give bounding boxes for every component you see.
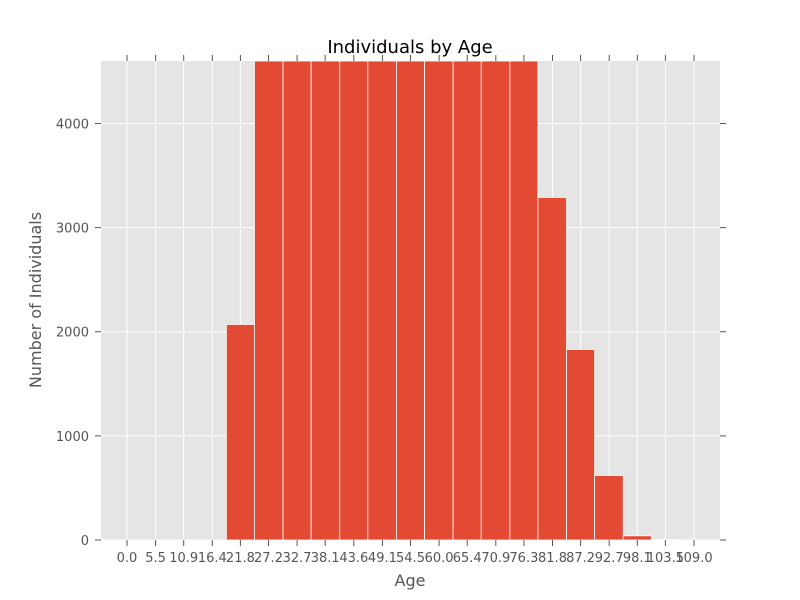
- histogram-bar: [480, 60, 511, 541]
- x-tick-label: 76.3: [509, 551, 538, 566]
- histogram-bar: [424, 60, 454, 541]
- y-tick-label: 2000: [56, 326, 89, 341]
- y-tick-label: 4000: [56, 117, 89, 132]
- x-tick-label: 65.4: [453, 551, 482, 566]
- x-tick-label: 49.1: [368, 551, 397, 566]
- x-tick-label: 103.5: [647, 551, 684, 566]
- x-tick-label: 87.2: [566, 551, 595, 566]
- x-tick-label: 16.4: [198, 551, 227, 566]
- histogram-bar: [509, 60, 539, 541]
- x-tick-label: 27.2: [254, 551, 283, 566]
- x-tick-label: 70.9: [481, 551, 510, 566]
- histogram-bar: [367, 60, 397, 541]
- histogram-bar: [396, 60, 425, 541]
- histogram-bar: [254, 60, 284, 541]
- histogram-bar: [537, 197, 567, 541]
- x-tick-label: 10.9: [169, 551, 198, 566]
- chart-title: Individuals by Age: [327, 37, 492, 58]
- histogram-bar: [452, 60, 482, 541]
- x-tick-label: 81.8: [538, 551, 567, 566]
- x-tick-label: 109.0: [675, 551, 712, 566]
- tick-labels: 0.0 5.5 10.9 16.4 21.8 27.2 32.7 38.1 43.6 49.1 54…: [56, 117, 713, 566]
- histogram-bar: [566, 349, 596, 541]
- histogram-bar: [594, 475, 624, 541]
- bars: [225, 60, 681, 541]
- x-axis-label: Age: [395, 571, 426, 590]
- y-tick-label: 1000: [56, 430, 89, 445]
- x-tick-label: 32.7: [283, 551, 312, 566]
- y-tick-label: 3000: [56, 222, 89, 237]
- x-tick-label: 60.0: [425, 551, 454, 566]
- x-tick-label: 43.6: [339, 551, 368, 566]
- histogram-bar: [282, 60, 312, 541]
- axis-ticks: [95, 55, 726, 546]
- x-tick-label: 98.1: [623, 551, 652, 566]
- y-axis-label: Number of Individuals: [26, 212, 45, 388]
- x-tick-label: 0.0: [117, 551, 138, 566]
- histogram-bar: [225, 324, 255, 541]
- histogram-bar: [622, 535, 652, 541]
- x-tick-label: 54.5: [396, 551, 425, 566]
- x-tick-label: 5.5: [145, 551, 166, 566]
- y-tick-label: 0: [81, 534, 89, 549]
- x-tick-label: 21.8: [226, 551, 255, 566]
- histogram-bar: [339, 60, 369, 541]
- x-tick-label: 92.7: [595, 551, 624, 566]
- x-tick-label: 38.1: [311, 551, 340, 566]
- histogram-bar: [310, 60, 341, 541]
